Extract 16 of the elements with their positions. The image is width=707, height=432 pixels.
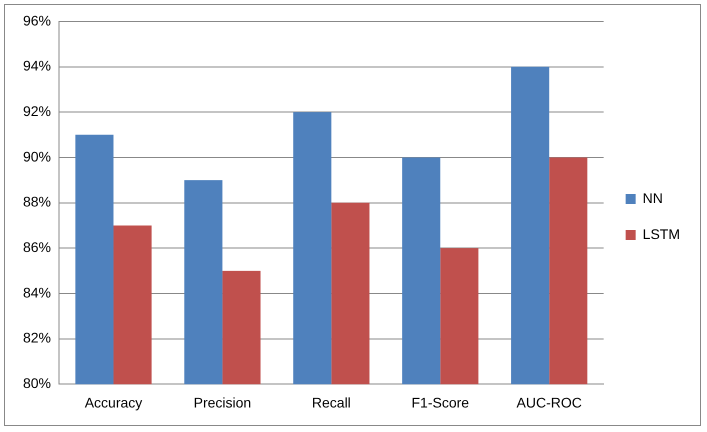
x-tick-label: Accuracy bbox=[84, 394, 142, 410]
x-tick-label: AUC-ROC bbox=[516, 394, 582, 410]
y-tick-label: 84% bbox=[22, 284, 52, 300]
y-tick-label: 94% bbox=[22, 58, 52, 74]
x-tick-label: F1-Score bbox=[411, 394, 470, 410]
y-tick-label: 90% bbox=[22, 148, 52, 164]
legend-label: NN bbox=[642, 190, 663, 206]
x-tick-label: Recall bbox=[312, 394, 351, 410]
y-tick-label: 96% bbox=[22, 12, 52, 28]
y-tick-label: 86% bbox=[22, 239, 52, 256]
legend-label: LSTM bbox=[642, 226, 680, 242]
y-tick-label: 82% bbox=[22, 330, 52, 346]
y-tick-label: 88% bbox=[22, 194, 52, 210]
y-tick-label: 92% bbox=[22, 102, 52, 119]
y-tick-label: 80% bbox=[22, 375, 52, 392]
x-tick-label: Precision bbox=[194, 394, 252, 410]
